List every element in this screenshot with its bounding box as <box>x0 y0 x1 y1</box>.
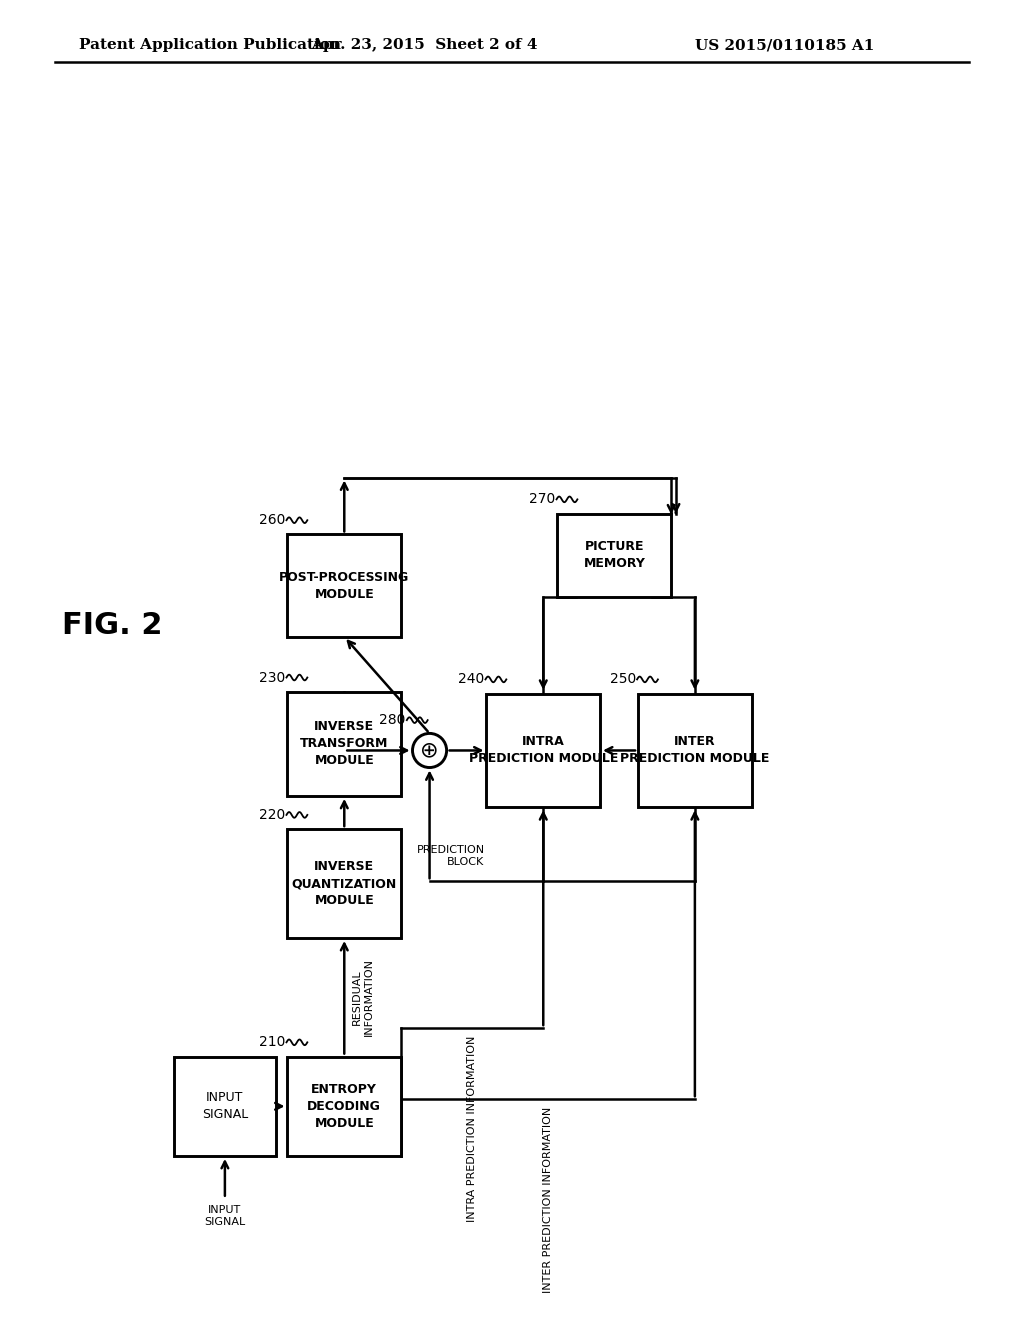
Text: 260: 260 <box>259 513 286 527</box>
Text: US 2015/0110185 A1: US 2015/0110185 A1 <box>695 38 874 53</box>
Bar <box>288 829 401 939</box>
Bar <box>638 693 752 808</box>
Text: INPUT
SIGNAL: INPUT SIGNAL <box>202 1092 248 1121</box>
Text: Patent Application Publication: Patent Application Publication <box>79 38 341 53</box>
Text: POST-PROCESSING
MODULE: POST-PROCESSING MODULE <box>280 570 410 601</box>
Text: INTER PREDICTION INFORMATION: INTER PREDICTION INFORMATION <box>543 1106 553 1294</box>
Text: 220: 220 <box>259 808 286 822</box>
Text: PICTURE
MEMORY: PICTURE MEMORY <box>584 540 645 570</box>
Bar <box>288 692 401 796</box>
Text: INTER
PREDICTION MODULE: INTER PREDICTION MODULE <box>621 735 770 766</box>
Text: INVERSE
QUANTIZATION
MODULE: INVERSE QUANTIZATION MODULE <box>292 861 397 907</box>
Text: INTRA
PREDICTION MODULE: INTRA PREDICTION MODULE <box>469 735 617 766</box>
Bar <box>288 1056 401 1156</box>
Bar <box>174 1056 276 1156</box>
Text: 270: 270 <box>529 492 556 507</box>
Bar <box>288 535 401 636</box>
Text: PREDICTION
BLOCK: PREDICTION BLOCK <box>417 845 484 867</box>
Text: RESIDUAL
INFORMATION: RESIDUAL INFORMATION <box>352 958 374 1036</box>
Bar <box>557 513 671 597</box>
Bar <box>486 693 600 808</box>
Circle shape <box>413 734 446 767</box>
Text: INTRA PREDICTION INFORMATION: INTRA PREDICTION INFORMATION <box>467 1036 477 1222</box>
Text: 230: 230 <box>259 671 286 685</box>
Text: Apr. 23, 2015  Sheet 2 of 4: Apr. 23, 2015 Sheet 2 of 4 <box>311 38 538 53</box>
Text: 210: 210 <box>259 1035 286 1049</box>
Text: ENTROPY
DECODING
MODULE: ENTROPY DECODING MODULE <box>307 1082 381 1130</box>
Text: INVERSE
TRANSFORM
MODULE: INVERSE TRANSFORM MODULE <box>300 721 388 767</box>
Text: ⊕: ⊕ <box>420 741 439 760</box>
Text: 250: 250 <box>610 672 636 686</box>
Text: 240: 240 <box>459 672 484 686</box>
Text: 280: 280 <box>380 713 406 727</box>
Text: FIG. 2: FIG. 2 <box>61 611 163 640</box>
Text: INPUT
SIGNAL: INPUT SIGNAL <box>204 1205 246 1226</box>
